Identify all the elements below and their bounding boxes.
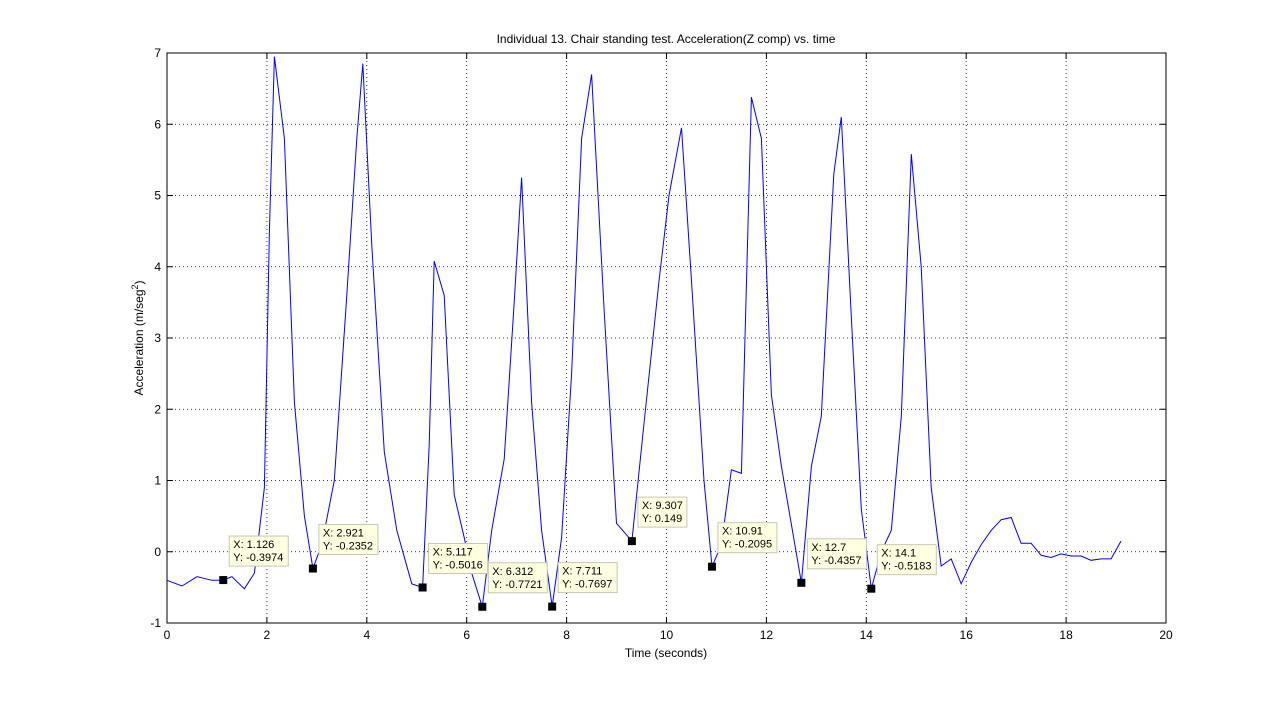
acceleration-series-line bbox=[166, 56, 1122, 607]
datatip-box bbox=[557, 562, 618, 594]
y-tick-label: 3 bbox=[154, 331, 161, 345]
datatip-x-label: X: 5.117 bbox=[433, 546, 473, 558]
y-tick-label: 0 bbox=[154, 545, 161, 559]
x-tick-label: 16 bbox=[960, 628, 974, 642]
datatip-x-label: X: 6.312 bbox=[492, 566, 533, 578]
x-tick-label: 10 bbox=[660, 628, 674, 642]
x-tick-label: 2 bbox=[264, 628, 271, 642]
datatip-x-label: X: 12.7 bbox=[811, 542, 846, 554]
x-axis-label: Time (seconds) bbox=[625, 646, 707, 660]
datatip-marker[interactable] bbox=[219, 576, 228, 585]
datatip-box bbox=[487, 562, 548, 594]
datatip-y-label: Y: -0.2095 bbox=[722, 539, 772, 551]
datatip-box bbox=[228, 535, 289, 567]
datatip-marker[interactable] bbox=[707, 562, 716, 571]
datatip-y-label: Y: -0.5016 bbox=[433, 559, 483, 571]
datatip-x-label: X: 14.1 bbox=[881, 548, 916, 560]
datatip-marker[interactable] bbox=[308, 564, 317, 573]
datatip[interactable]: X: 14.1Y: -0.5183 bbox=[867, 544, 937, 593]
y-tick-label: 2 bbox=[154, 402, 161, 416]
datatip-y-label: Y: -0.4357 bbox=[811, 555, 861, 567]
datatip-y-label: Y: -0.7697 bbox=[562, 579, 612, 591]
datatip-y-label: Y: -0.2352 bbox=[323, 541, 373, 553]
y-axis-label-superscript: 2 bbox=[130, 284, 140, 289]
x-tick-label: 20 bbox=[1159, 628, 1173, 642]
datatip-marker[interactable] bbox=[797, 578, 806, 587]
datatip-y-label: Y: -0.3974 bbox=[233, 552, 283, 564]
datatip-y-label: Y: -0.5183 bbox=[881, 561, 931, 573]
y-tick-label: 5 bbox=[154, 189, 161, 203]
datatip-box bbox=[876, 544, 937, 576]
datatip-marker[interactable] bbox=[867, 584, 876, 593]
datatip-box bbox=[637, 496, 688, 528]
datatip-y-label: Y: 0.149 bbox=[642, 513, 682, 525]
datatip-marker[interactable] bbox=[548, 602, 557, 611]
datatip[interactable]: X: 10.91Y: -0.2095 bbox=[707, 522, 778, 571]
x-tick-label: 18 bbox=[1059, 628, 1073, 642]
datatip-x-label: X: 1.126 bbox=[233, 539, 274, 551]
y-axis-label-close: ) bbox=[132, 280, 146, 284]
x-tick-label: 8 bbox=[563, 628, 570, 642]
datatip-box bbox=[428, 542, 489, 574]
x-axis-ticks: 0 2 4 6 8 10 12 14 16 18 20 bbox=[164, 53, 1173, 642]
y-axis-label: Acceleration (m/seg2) bbox=[130, 280, 146, 395]
y-axis-ticks: -1 0 1 2 3 4 5 6 7 bbox=[150, 46, 1166, 630]
x-tick-label: 4 bbox=[363, 628, 370, 642]
x-tick-label: 12 bbox=[760, 628, 774, 642]
y-axis-label-main: Acceleration (m/seg bbox=[132, 289, 146, 395]
datatip-x-label: X: 9.307 bbox=[642, 500, 683, 512]
datatip-marker[interactable] bbox=[478, 602, 487, 611]
datatip-x-label: X: 10.91 bbox=[722, 526, 763, 538]
datatip-x-label: X: 7.711 bbox=[562, 566, 602, 578]
x-tick-label: 0 bbox=[164, 628, 171, 642]
y-tick-label: -1 bbox=[150, 616, 161, 630]
datatip-y-label: Y: -0.7721 bbox=[492, 579, 542, 591]
datatip[interactable]: X: 12.7Y: -0.4357 bbox=[797, 538, 867, 587]
y-tick-label: 6 bbox=[154, 117, 161, 131]
x-tick-label: 14 bbox=[860, 628, 874, 642]
datatip-x-label: X: 2.921 bbox=[323, 528, 364, 540]
y-tick-label: 1 bbox=[154, 474, 161, 488]
y-tick-label: 7 bbox=[154, 46, 161, 60]
datatip-marker[interactable] bbox=[418, 583, 427, 592]
x-tick-label: 6 bbox=[463, 628, 470, 642]
datatip-box bbox=[318, 524, 379, 556]
datatip-box bbox=[717, 522, 778, 554]
datatip-marker[interactable] bbox=[627, 537, 636, 546]
chart-title: Individual 13. Chair standing test. Acce… bbox=[497, 32, 836, 46]
datatip-box bbox=[806, 538, 867, 570]
y-tick-label: 4 bbox=[154, 260, 161, 274]
